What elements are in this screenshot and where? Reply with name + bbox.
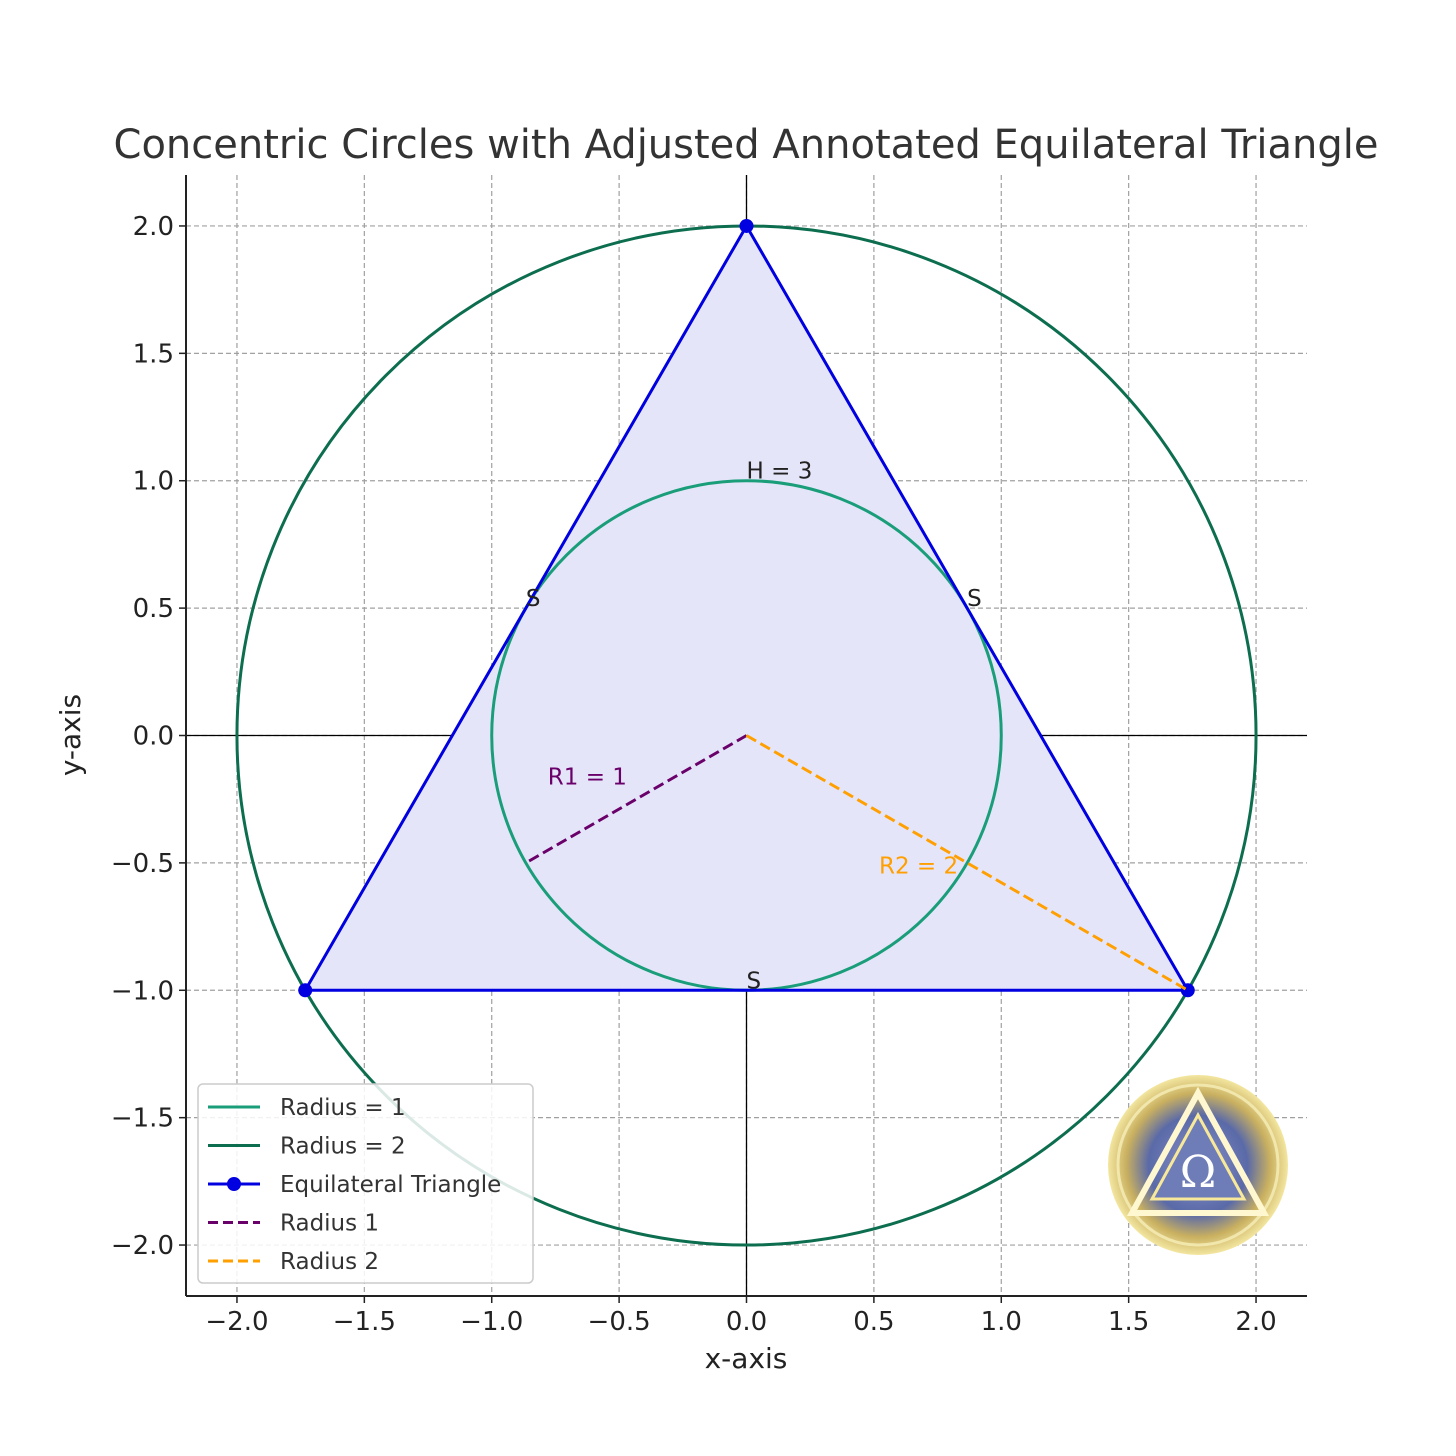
x-tick-label: −1.5 [333,1307,396,1337]
legend-label: Radius = 2 [280,1134,406,1160]
annotation-label: R2 = 2 [879,854,958,880]
legend-label: Radius 2 [280,1249,379,1275]
y-tick-label: 1.5 [133,339,174,369]
annotation-label: H = 3 [747,459,813,485]
y-tick-label: −0.5 [111,849,174,879]
annotation-label: S [967,586,982,612]
annotations: H = 3 S S S R1 = 1 R2 = 2 [526,459,982,995]
ticks: −2.0 −1.5 −1.0 −0.5 0.0 0.5 1.0 1.5 2.0 −2.0 −1.5 −… [111,212,1277,1337]
annotation-label: S [526,586,541,612]
x-tick-label: −2.0 [205,1307,268,1337]
legend-box [197,1083,534,1284]
radius-line-1 [525,734,748,865]
x-axis-title: x-axis [705,1342,788,1375]
triangle-vertex-1 [739,218,754,233]
y-tick-label: 0.0 [133,722,174,752]
annotation-label: R1 = 1 [548,764,627,790]
x-tick-label: 0.5 [853,1307,894,1337]
x-tick-label: 0.0 [726,1307,767,1337]
triangle-vertex-2 [298,983,313,998]
x-tick-label: 1.5 [1108,1307,1149,1337]
y-tick-label: −2.0 [111,1231,174,1261]
y-tick-label: −1.5 [111,1104,174,1134]
triangle-fill [305,225,1188,991]
legend-label: Radius = 1 [280,1095,406,1121]
x-tick-label: −1.0 [460,1307,523,1337]
x-tick-label: −0.5 [588,1307,651,1337]
legend-label: Equilateral Triangle [280,1172,501,1198]
legend-marker [227,1177,241,1191]
triangle-outline [302,222,1191,992]
omega-triangle-seal-icon: Ω [1108,1075,1288,1255]
x-tick-label: 1.0 [981,1307,1022,1337]
seal-glyph: Ω [1180,1147,1216,1198]
y-axis-title: y-axis [54,694,87,776]
x-tick-label: 2.0 [1235,1307,1276,1337]
radius-line-2 [745,734,1189,992]
y-tick-label: 2.0 [133,212,174,242]
y-tick-label: 0.5 [133,594,174,624]
y-tick-label: 1.0 [133,467,174,497]
annotation-label: S [747,968,762,994]
chart-title: Concentric Circles with Adjusted Annotat… [114,122,1379,168]
legend-label: Radius 1 [280,1211,379,1237]
y-tick-label: −1.0 [111,976,174,1006]
plot-area [186,175,1307,1296]
legend: Radius = 1 Radius = 2 Equilateral Triangle… [197,1083,534,1284]
